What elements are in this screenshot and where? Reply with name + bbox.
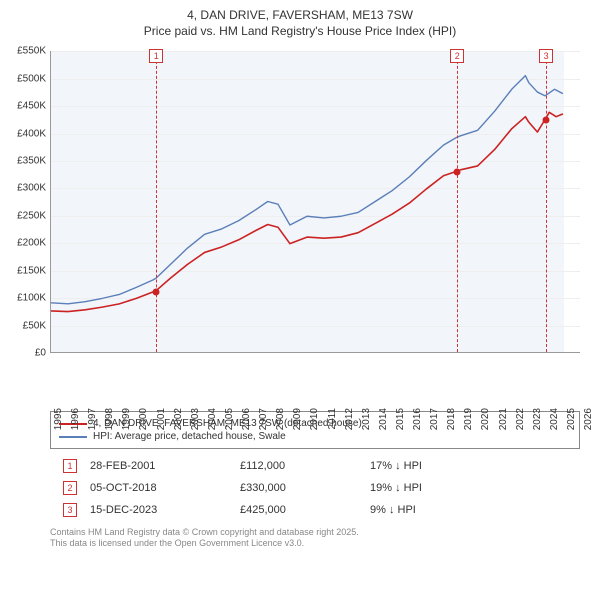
sale-marker-cell: 3 xyxy=(50,503,90,517)
sale-delta: 19% ↓ HPI xyxy=(370,482,500,494)
x-tick-label: 2017 xyxy=(429,408,440,430)
sale-marker-box: 1 xyxy=(149,49,163,63)
x-tick-label: 2007 xyxy=(258,408,269,430)
x-tick-label: 1995 xyxy=(53,408,64,430)
x-tick-label: 2014 xyxy=(378,408,389,430)
sales-row: 2 05-OCT-2018£330,00019% ↓ HPI xyxy=(50,477,580,499)
footer-line-2: This data is licensed under the Open Gov… xyxy=(50,538,580,549)
x-tick-label: 2001 xyxy=(156,408,167,430)
y-tick-label: £0 xyxy=(8,348,46,359)
x-tick-label: 1998 xyxy=(104,408,115,430)
sale-dot xyxy=(153,288,160,295)
series-line-price_paid xyxy=(51,112,563,311)
sale-marker-line xyxy=(457,51,458,352)
x-tick-label: 2002 xyxy=(173,408,184,430)
sale-marker-box: 2 xyxy=(450,49,464,63)
title-address: 4, DAN DRIVE, FAVERSHAM, ME13 7SW xyxy=(8,8,592,24)
sale-marker-line xyxy=(156,51,157,352)
plot-area: 1 2 3 xyxy=(50,51,580,353)
sale-delta: 17% ↓ HPI xyxy=(370,460,500,472)
sale-delta: 9% ↓ HPI xyxy=(370,504,500,516)
series-line-hpi xyxy=(51,76,563,304)
sales-row: 1 28-FEB-2001£112,00017% ↓ HPI xyxy=(50,455,580,477)
chart-area: £0 £50K £100K £150K £200K £250K £300K £350K £400… xyxy=(8,45,592,405)
sale-marker-badge: 1 xyxy=(63,459,77,473)
x-tick-label: 1997 xyxy=(87,408,98,430)
x-tick-label: 2016 xyxy=(412,408,423,430)
sale-marker-badge: 2 xyxy=(63,481,77,495)
x-tick-label: 2000 xyxy=(138,408,149,430)
legend-swatch xyxy=(59,436,87,438)
x-tick-label: 2025 xyxy=(566,408,577,430)
x-tick-label: 2004 xyxy=(207,408,218,430)
sale-marker-badge: 3 xyxy=(63,503,77,517)
y-tick-label: £100K xyxy=(8,293,46,304)
x-tick-label: 1999 xyxy=(121,408,132,430)
sales-row: 3 15-DEC-2023£425,0009% ↓ HPI xyxy=(50,499,580,521)
y-tick-label: £50K xyxy=(8,320,46,331)
y-tick-label: £400K xyxy=(8,128,46,139)
y-tick-label: £450K xyxy=(8,101,46,112)
title-subtitle: Price paid vs. HM Land Registry's House … xyxy=(8,24,592,40)
x-tick-label: 2020 xyxy=(480,408,491,430)
x-tick-label: 2026 xyxy=(583,408,594,430)
x-tick-label: 2022 xyxy=(515,408,526,430)
y-tick-label: £500K xyxy=(8,73,46,84)
footer-line-1: Contains HM Land Registry data © Crown c… xyxy=(50,527,580,538)
x-tick-label: 2005 xyxy=(224,408,235,430)
sales-table: 1 28-FEB-2001£112,00017% ↓ HPI 2 05-OCT-201… xyxy=(50,455,580,521)
sale-dot xyxy=(454,168,461,175)
sale-date: 15-DEC-2023 xyxy=(90,504,240,516)
sale-price: £425,000 xyxy=(240,504,370,516)
chart-container: 4, DAN DRIVE, FAVERSHAM, ME13 7SW Price … xyxy=(0,0,600,558)
x-tick-label: 1996 xyxy=(70,408,81,430)
sale-marker-cell: 2 xyxy=(50,481,90,495)
x-tick-label: 2019 xyxy=(463,408,474,430)
legend-row: HPI: Average price, detached house, Swal… xyxy=(59,430,571,443)
x-tick-label: 2023 xyxy=(532,408,543,430)
sale-marker-cell: 1 xyxy=(50,459,90,473)
x-tick-label: 2018 xyxy=(446,408,457,430)
x-tick-label: 2012 xyxy=(344,408,355,430)
sale-marker-line xyxy=(546,51,547,352)
x-tick-label: 2003 xyxy=(190,408,201,430)
y-tick-label: £550K xyxy=(8,46,46,57)
footer-attribution: Contains HM Land Registry data © Crown c… xyxy=(50,527,580,550)
y-tick-label: £350K xyxy=(8,156,46,167)
sale-price: £112,000 xyxy=(240,460,370,472)
y-tick-label: £250K xyxy=(8,210,46,221)
x-tick-label: 2009 xyxy=(292,408,303,430)
x-tick-label: 2024 xyxy=(549,408,560,430)
sale-price: £330,000 xyxy=(240,482,370,494)
x-tick-label: 2006 xyxy=(241,408,252,430)
x-tick-label: 2008 xyxy=(275,408,286,430)
x-tick-label: 2021 xyxy=(498,408,509,430)
x-tick-label: 2013 xyxy=(361,408,372,430)
y-tick-label: £200K xyxy=(8,238,46,249)
sale-dot xyxy=(543,116,550,123)
y-tick-label: £150K xyxy=(8,265,46,276)
chart-lines xyxy=(51,51,580,352)
sale-marker-box: 3 xyxy=(539,49,553,63)
sale-date: 28-FEB-2001 xyxy=(90,460,240,472)
x-tick-label: 2010 xyxy=(309,408,320,430)
legend-label: HPI: Average price, detached house, Swal… xyxy=(93,431,286,442)
sale-date: 05-OCT-2018 xyxy=(90,482,240,494)
y-tick-label: £300K xyxy=(8,183,46,194)
chart-title: 4, DAN DRIVE, FAVERSHAM, ME13 7SW Price … xyxy=(8,8,592,39)
x-tick-label: 2015 xyxy=(395,408,406,430)
x-tick-label: 2011 xyxy=(327,408,338,430)
